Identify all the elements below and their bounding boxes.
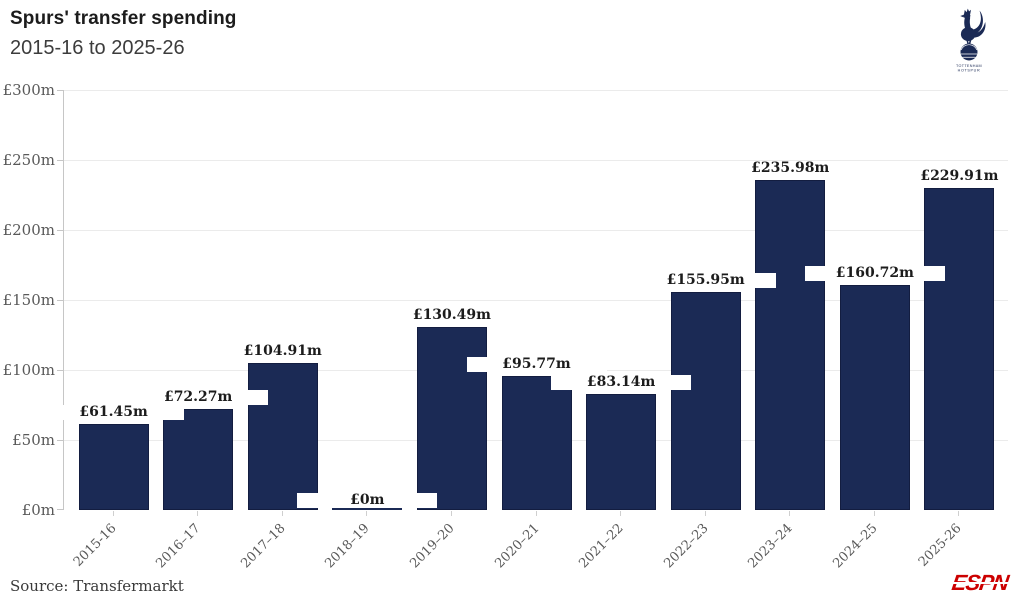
y-axis-tick bbox=[57, 509, 63, 510]
x-axis-tick-label: 2018–19 bbox=[322, 521, 373, 572]
x-axis-tick bbox=[873, 511, 875, 516]
x-axis-tick bbox=[704, 511, 706, 516]
x-axis-tick-label: 2022–23 bbox=[660, 521, 712, 572]
x-axis-tick-label: 2017–18 bbox=[238, 521, 289, 572]
espn-logo-slit bbox=[949, 582, 1011, 584]
crest-text-tottenham: TOTTENHAM bbox=[956, 64, 982, 68]
y-axis-tick bbox=[57, 90, 63, 91]
x-axis-tick-label: 2021–22 bbox=[576, 521, 627, 572]
x-axis-tick bbox=[789, 511, 791, 516]
y-axis-tick-label: £200m bbox=[2, 221, 55, 239]
gridline-£200m bbox=[64, 230, 1008, 231]
x-axis-tick bbox=[620, 511, 622, 516]
y-axis-tick-label: £250m bbox=[2, 151, 55, 169]
ball-icon bbox=[960, 43, 978, 61]
x-axis-tick-label: 2020–21 bbox=[491, 521, 543, 572]
bar-chart-plot-area: £61.45m £72.27m £104.91m £0m £130.49m £95.77m… bbox=[43, 90, 1020, 510]
bar-value-label: £104.91m bbox=[212, 343, 353, 359]
bar-value-label: £229.91m bbox=[889, 168, 1020, 184]
bar-2015-16 bbox=[78, 424, 149, 510]
bar-value-label: £72.27m bbox=[128, 389, 269, 405]
x-axis-tick bbox=[112, 511, 114, 516]
bar-2024–25 bbox=[839, 285, 910, 510]
bar-2025-26 bbox=[924, 188, 995, 510]
crest-text-hotspur: HOTSPUR bbox=[958, 68, 981, 72]
bar-value-label: £61.45m bbox=[43, 404, 184, 420]
y-axis-tick bbox=[57, 300, 63, 301]
bar-2016–17 bbox=[163, 409, 234, 510]
gridline-£250m bbox=[64, 160, 1008, 161]
y-axis-tick-label: £150m bbox=[2, 291, 55, 309]
bar-value-label: £83.14m bbox=[551, 374, 692, 390]
y-axis-tick-label: £50m bbox=[12, 431, 55, 449]
bar-2023–24 bbox=[755, 180, 826, 510]
bar-value-label: £0m bbox=[297, 492, 438, 508]
bar-value-label: £160.72m bbox=[804, 265, 945, 281]
x-axis-tick-label: 2016–17 bbox=[153, 521, 204, 572]
y-axis-tick-label: £0m bbox=[21, 501, 55, 519]
x-axis-labels: 2015-16 2016–17 2017–18 2018–19 2019–20 2020–… bbox=[63, 511, 1008, 581]
tottenham-hotspur-crest-logo: TOTTENHAM HOTSPUR bbox=[956, 8, 986, 72]
bar-2020–21 bbox=[501, 376, 572, 510]
bar-2019–20 bbox=[416, 327, 487, 510]
x-axis-tick bbox=[281, 511, 283, 516]
y-axis-tick-label: £100m bbox=[2, 361, 55, 379]
chart-title: Spurs' transfer spending bbox=[10, 8, 237, 29]
y-axis-tick-label: £300m bbox=[2, 81, 55, 99]
cockerel-icon bbox=[960, 8, 986, 45]
x-axis-tick bbox=[535, 511, 537, 516]
y-axis-tick bbox=[57, 440, 63, 441]
x-axis-tick-label: 2019–20 bbox=[407, 521, 458, 572]
x-axis-tick-label: 2023–24 bbox=[745, 521, 796, 572]
bar-value-label: £155.95m bbox=[635, 272, 776, 288]
bar-2017–18 bbox=[247, 363, 318, 510]
bar-value-label: £235.98m bbox=[720, 160, 861, 176]
bar-value-label: £130.49m bbox=[381, 307, 522, 323]
x-axis-tick-label: 2025-26 bbox=[916, 521, 966, 570]
source-attribution: Source: Transfermarkt bbox=[10, 577, 184, 595]
y-axis-tick bbox=[57, 230, 63, 231]
bar-2021–22 bbox=[586, 394, 657, 510]
x-axis-tick bbox=[366, 511, 368, 516]
x-axis-tick-label: 2015-16 bbox=[70, 521, 120, 570]
y-axis-labels: £0m £50m £100m £150m £200m £250m £300m bbox=[0, 81, 55, 519]
x-axis-tick-label: 2024–25 bbox=[830, 521, 881, 572]
espn-logo: ESPN bbox=[949, 570, 1011, 595]
x-axis-tick bbox=[958, 511, 960, 516]
bar-2018–19 bbox=[332, 508, 403, 510]
gridline-£300m bbox=[64, 90, 1008, 91]
x-axis-tick bbox=[450, 511, 452, 516]
x-axis-tick bbox=[197, 511, 199, 516]
y-axis-tick bbox=[57, 370, 63, 371]
bar-2022–23 bbox=[670, 292, 741, 510]
bar-value-label: £95.77m bbox=[466, 356, 607, 372]
chart-subtitle: 2015-16 to 2025-26 bbox=[10, 37, 185, 59]
gridline-£150m bbox=[64, 300, 1008, 301]
y-axis-tick bbox=[57, 160, 63, 161]
